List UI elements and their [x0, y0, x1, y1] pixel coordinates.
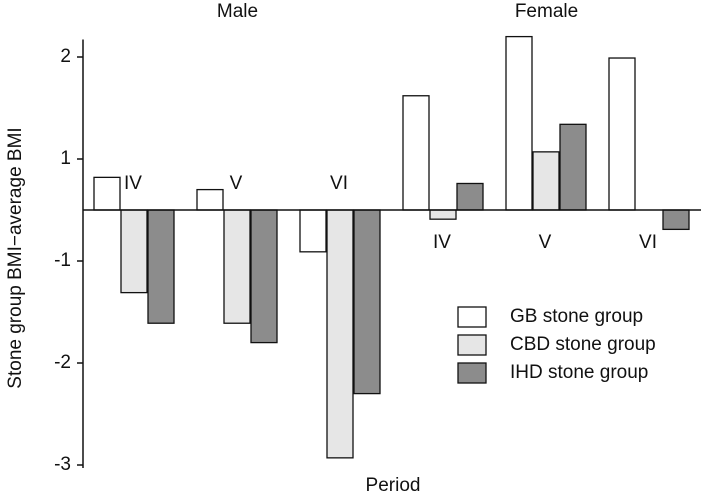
bar	[532, 151, 560, 211]
x-tick-label: V	[539, 232, 552, 253]
group-label: Female	[515, 1, 578, 22]
bar	[353, 209, 381, 395]
bar	[662, 209, 690, 231]
bar	[120, 209, 148, 294]
bar	[505, 35, 533, 211]
x-tick-label: IV	[433, 232, 451, 253]
y-tick-label: -3	[54, 454, 71, 475]
bar	[299, 209, 327, 253]
bar	[250, 209, 278, 344]
y-axis-label: Stone group BMI−average BMI	[5, 127, 26, 388]
y-tick-label: -1	[54, 250, 71, 271]
bar	[456, 182, 484, 211]
bar	[608, 57, 636, 211]
x-tick-label: IV	[124, 173, 142, 194]
y-tick-label: 2	[60, 46, 71, 67]
bar	[93, 176, 121, 211]
bar	[147, 209, 175, 324]
bar	[402, 95, 430, 211]
bar	[223, 209, 251, 324]
group-label: Male	[217, 1, 258, 22]
y-tick-label: -2	[54, 352, 71, 373]
y-tick-label: 1	[60, 148, 71, 169]
bar	[559, 123, 587, 211]
legend-label: GB stone group	[510, 306, 643, 327]
legend-label: CBD stone group	[510, 334, 656, 355]
legend-swatch	[457, 362, 487, 384]
legend-label: IHD stone group	[510, 362, 648, 383]
legend-swatch	[457, 306, 487, 328]
x-tick-label: V	[230, 173, 243, 194]
bar	[196, 188, 224, 211]
bar	[326, 209, 354, 459]
bar	[429, 209, 457, 220]
x-axis-label: Period	[366, 475, 421, 496]
x-tick-label: VI	[639, 232, 657, 253]
legend-swatch	[457, 334, 487, 356]
x-tick-label: VI	[330, 173, 348, 194]
